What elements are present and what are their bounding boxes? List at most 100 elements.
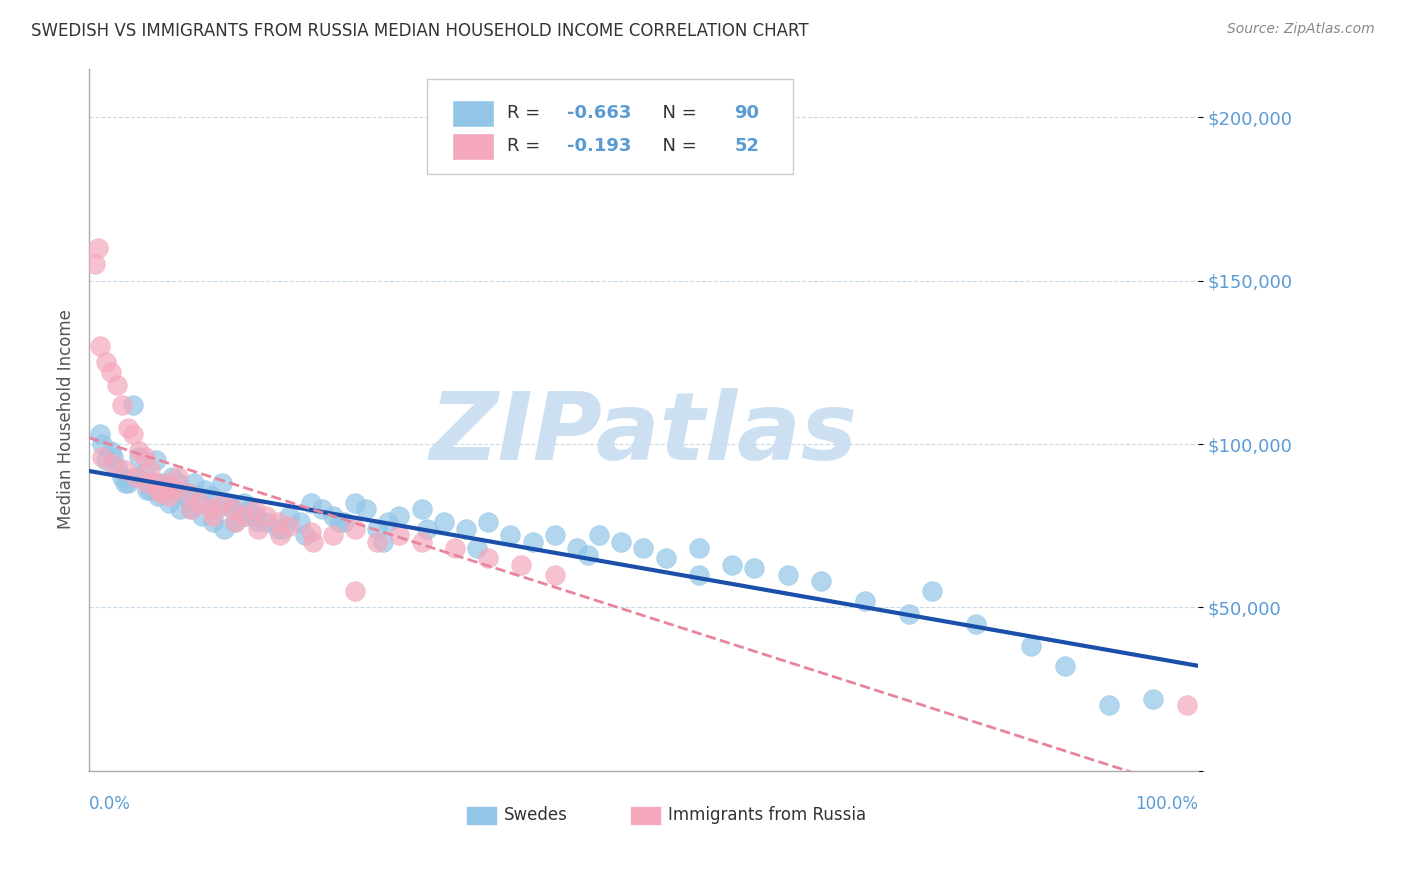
Point <box>377 516 399 530</box>
Point <box>366 535 388 549</box>
Text: Source: ZipAtlas.com: Source: ZipAtlas.com <box>1227 22 1375 37</box>
Text: 52: 52 <box>734 136 759 154</box>
Point <box>333 516 356 530</box>
Point <box>169 502 191 516</box>
Text: -0.663: -0.663 <box>567 103 631 121</box>
Point <box>688 567 710 582</box>
Point <box>200 502 222 516</box>
Point <box>180 502 202 516</box>
FancyBboxPatch shape <box>451 100 494 127</box>
Point <box>633 541 655 556</box>
Point <box>1142 691 1164 706</box>
Point <box>477 551 499 566</box>
Point <box>214 522 236 536</box>
Point <box>139 463 162 477</box>
Text: 90: 90 <box>734 103 759 121</box>
Point <box>157 496 180 510</box>
Point <box>135 476 157 491</box>
Point <box>91 437 114 451</box>
Point <box>94 355 117 369</box>
Point <box>134 450 156 464</box>
Point <box>721 558 744 572</box>
Point <box>177 486 200 500</box>
Point <box>157 489 180 503</box>
Point <box>200 489 222 503</box>
Point <box>172 486 194 500</box>
Point <box>145 476 167 491</box>
Point <box>921 583 943 598</box>
Text: R =: R = <box>508 103 546 121</box>
Point <box>111 469 134 483</box>
Point <box>89 339 111 353</box>
Point <box>344 522 367 536</box>
Point <box>94 453 117 467</box>
Point <box>1021 640 1043 654</box>
Point <box>810 574 832 589</box>
Point <box>87 241 110 255</box>
Point <box>853 593 876 607</box>
Point <box>246 516 269 530</box>
FancyBboxPatch shape <box>465 806 498 824</box>
Point <box>103 450 125 464</box>
Point <box>1175 698 1198 713</box>
Point <box>166 476 188 491</box>
Point <box>150 476 173 491</box>
Point <box>146 483 169 497</box>
Point <box>211 496 233 510</box>
Point <box>245 508 267 523</box>
Point <box>294 528 316 542</box>
Point <box>411 502 433 516</box>
Text: ZIPatlas: ZIPatlas <box>429 387 858 480</box>
Point <box>128 443 150 458</box>
Point <box>146 489 169 503</box>
Point <box>180 502 202 516</box>
Point <box>371 535 394 549</box>
Point <box>411 535 433 549</box>
Point <box>322 528 344 542</box>
Point <box>1098 698 1121 713</box>
Point <box>544 528 567 542</box>
Point <box>83 257 105 271</box>
Point <box>124 469 146 483</box>
Point <box>256 516 278 530</box>
Point <box>776 567 799 582</box>
Point <box>100 443 122 458</box>
Point <box>122 398 145 412</box>
Point <box>576 548 599 562</box>
Point <box>388 508 411 523</box>
FancyBboxPatch shape <box>427 79 793 174</box>
Point <box>156 476 179 491</box>
Point <box>235 508 257 523</box>
Point <box>222 502 245 516</box>
Point <box>366 522 388 536</box>
Point <box>742 561 765 575</box>
Point <box>177 492 200 507</box>
Point <box>91 450 114 464</box>
Point <box>1053 659 1076 673</box>
Point <box>183 476 205 491</box>
Text: 100.0%: 100.0% <box>1135 795 1198 814</box>
Point <box>135 483 157 497</box>
Text: N =: N = <box>651 136 703 154</box>
Text: N =: N = <box>651 103 703 121</box>
Point <box>246 522 269 536</box>
Point <box>128 450 150 464</box>
Text: -0.193: -0.193 <box>567 136 631 154</box>
Point <box>266 516 288 530</box>
Point <box>965 616 987 631</box>
Point <box>654 551 676 566</box>
Point <box>150 486 173 500</box>
Point <box>610 535 633 549</box>
Point <box>499 528 522 542</box>
Point <box>160 469 183 483</box>
Point <box>522 535 544 549</box>
Text: R =: R = <box>508 136 546 154</box>
Point <box>105 378 128 392</box>
Point <box>288 516 311 530</box>
Point <box>145 453 167 467</box>
Point <box>444 541 467 556</box>
Point <box>139 483 162 497</box>
Point <box>224 516 246 530</box>
Point <box>100 365 122 379</box>
Point <box>228 508 250 523</box>
